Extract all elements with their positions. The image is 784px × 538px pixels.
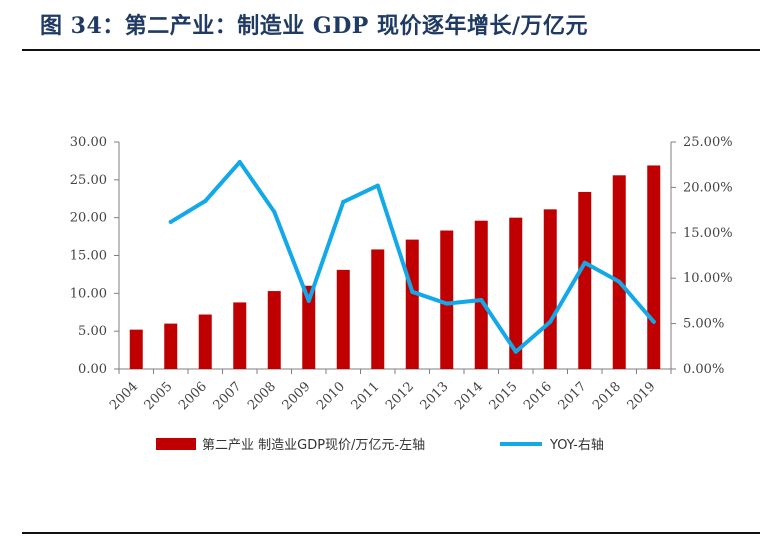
bar xyxy=(198,314,212,369)
y-right-tick-label: 20.00% xyxy=(683,180,733,195)
bar xyxy=(474,220,488,369)
x-tick-label: 2015 xyxy=(487,379,521,413)
yoy-point xyxy=(513,349,518,354)
yoy-point xyxy=(168,219,173,224)
yoy-point xyxy=(203,199,208,204)
y-right-tick-label: 5.00% xyxy=(683,317,724,332)
x-tick-label: 2019 xyxy=(625,379,659,413)
legend-bar-swatch xyxy=(156,438,196,450)
x-tick-label: 2018 xyxy=(590,379,624,413)
y-right-tick-label: 0.00% xyxy=(683,362,724,377)
legend-line-label: YOY-右轴 xyxy=(549,438,604,453)
y-left-tick-label: 10.00 xyxy=(70,286,107,301)
chart-legend: 第二产业 制造业GDP现价/万亿元-左轴 YOY-右轴 xyxy=(156,438,604,453)
bar xyxy=(578,191,592,369)
bar xyxy=(612,175,626,369)
yoy-point xyxy=(306,298,311,303)
y-right-tick-label: 10.00% xyxy=(683,271,733,286)
yoy-point xyxy=(582,260,587,265)
y-left-tick-label: 30.00 xyxy=(70,135,107,150)
legend-bar-label: 第二产业 制造业GDP现价/万亿元-左轴 xyxy=(202,438,425,453)
yoy-point xyxy=(651,319,656,324)
x-tick-label: 2011 xyxy=(349,379,383,413)
x-tick-label: 2004 xyxy=(107,379,141,413)
bar xyxy=(302,285,316,369)
y-right-tick-label: 25.00% xyxy=(683,135,733,150)
bar xyxy=(336,269,350,369)
x-tick-label: 2010 xyxy=(314,379,348,413)
yoy-point xyxy=(444,301,449,306)
yoy-point xyxy=(479,297,484,302)
bar xyxy=(647,165,661,369)
bar xyxy=(267,291,281,369)
x-tick-label: 2007 xyxy=(211,379,245,413)
x-tick-label: 2016 xyxy=(521,379,555,413)
yoy-point xyxy=(617,279,622,284)
bar xyxy=(129,329,143,369)
x-tick-label: 2014 xyxy=(452,379,486,413)
yoy-point xyxy=(237,159,242,164)
bar xyxy=(440,230,454,369)
x-tick-labels: 2004 2005 2006 2007 2008 2009 2010 2011 2012 2013… xyxy=(107,379,659,413)
y-left-tick-label: 5.00 xyxy=(78,324,107,339)
x-tick-label: 2013 xyxy=(418,379,452,413)
bar xyxy=(371,249,385,369)
x-tick-label: 2017 xyxy=(556,379,590,413)
x-tick-label: 2008 xyxy=(245,379,279,413)
yoy-point xyxy=(272,209,277,214)
y-left-tick-label: 20.00 xyxy=(70,211,107,226)
y-left-tick-label: 0.00 xyxy=(78,362,107,377)
x-tick-label: 2006 xyxy=(176,379,210,413)
bar xyxy=(509,217,523,369)
x-tick-label: 2005 xyxy=(142,379,176,413)
x-tick-label: 2012 xyxy=(383,379,417,413)
yoy-point xyxy=(548,319,553,324)
x-tick-label: 2009 xyxy=(280,379,314,413)
chart-axes: 0.00 5.00 10.00 15.00 20.00 25.00 30.00 0.00% 5.… xyxy=(70,135,733,377)
bar xyxy=(543,209,557,369)
yoy-point xyxy=(375,183,380,188)
bar xyxy=(405,239,419,369)
y-left-tick-label: 15.00 xyxy=(70,249,107,264)
bar xyxy=(233,302,247,369)
yoy-point xyxy=(341,199,346,204)
y-right-tick-label: 15.00% xyxy=(683,226,733,241)
y-left-tick-label: 25.00 xyxy=(70,173,107,188)
bottom-rule xyxy=(22,532,760,534)
figure-title: 图 34：第二产业：制造业 GDP 现价逐年增长/万亿元 xyxy=(40,13,589,39)
yoy-point xyxy=(410,289,415,294)
top-rule xyxy=(22,49,760,51)
bar xyxy=(164,323,178,369)
line-series xyxy=(168,159,656,354)
